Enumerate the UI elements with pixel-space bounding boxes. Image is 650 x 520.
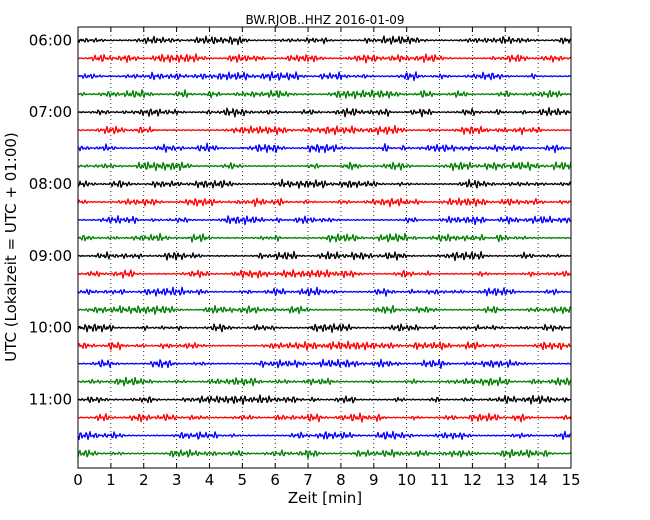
trace-21 (77, 394, 572, 405)
x-tick-label-5: 5 (238, 471, 248, 489)
trace-8 (77, 161, 572, 172)
trace-9 (77, 178, 572, 189)
y-tick-label-11:00: 11:00 (29, 391, 72, 409)
axis-ticks: 0 1 2 3 4 5 6 7 8 9 10 11 12 13 14 1506:0007:0008:0009:… (29, 27, 581, 489)
x-tick-label-12: 12 (463, 471, 482, 489)
trace-13 (77, 250, 572, 262)
x-tick-label-6: 6 (270, 471, 280, 489)
trace-18 (77, 340, 572, 351)
trace-22 (77, 412, 572, 423)
x-tick-label-10: 10 (397, 471, 416, 489)
x-tick-label-1: 1 (106, 471, 116, 489)
y-axis-label: UTC (Lokalzeit = UTC + 01:00) (2, 132, 20, 362)
plot-frame (77, 26, 572, 469)
trace-17 (77, 323, 572, 333)
trace-5 (77, 106, 572, 118)
x-tick-label-13: 13 (496, 471, 515, 489)
trace-10 (77, 197, 572, 208)
grid-lines (110, 27, 539, 468)
chart-title: BW.RJOB..HHZ 2016-01-09 (245, 13, 404, 27)
x-tick-label-8: 8 (336, 471, 346, 489)
x-tick-label-7: 7 (303, 471, 313, 489)
trace-19 (77, 358, 572, 370)
y-tick-label-09:00: 09:00 (29, 247, 72, 265)
trace-20 (77, 376, 572, 387)
x-tick-label-3: 3 (172, 471, 182, 489)
y-tick-label-06:00: 06:00 (29, 31, 72, 49)
x-tick-label-15: 15 (561, 471, 580, 489)
trace-12 (77, 232, 572, 243)
trace-24 (77, 448, 572, 460)
trace-7 (77, 142, 572, 154)
x-tick-label-14: 14 (529, 471, 548, 489)
trace-16 (77, 304, 572, 315)
trace-23 (77, 430, 572, 441)
y-tick-label-08:00: 08:00 (29, 175, 72, 193)
seismic-traces (77, 35, 572, 460)
x-tick-label-0: 0 (73, 471, 83, 489)
trace-6 (77, 124, 572, 136)
trace-15 (77, 286, 572, 297)
x-tick-label-4: 4 (205, 471, 215, 489)
trace-4 (77, 89, 572, 100)
trace-14 (77, 269, 572, 279)
trace-1 (77, 35, 572, 46)
x-tick-label-9: 9 (369, 471, 379, 489)
x-tick-label-2: 2 (139, 471, 149, 489)
trace-2 (77, 53, 572, 64)
y-tick-label-07:00: 07:00 (29, 103, 72, 121)
x-axis-label: Zeit [min] (288, 489, 362, 507)
trace-11 (77, 215, 572, 226)
trace-3 (77, 71, 572, 82)
y-tick-label-10:00: 10:00 (29, 319, 72, 337)
x-tick-label-11: 11 (430, 471, 449, 489)
